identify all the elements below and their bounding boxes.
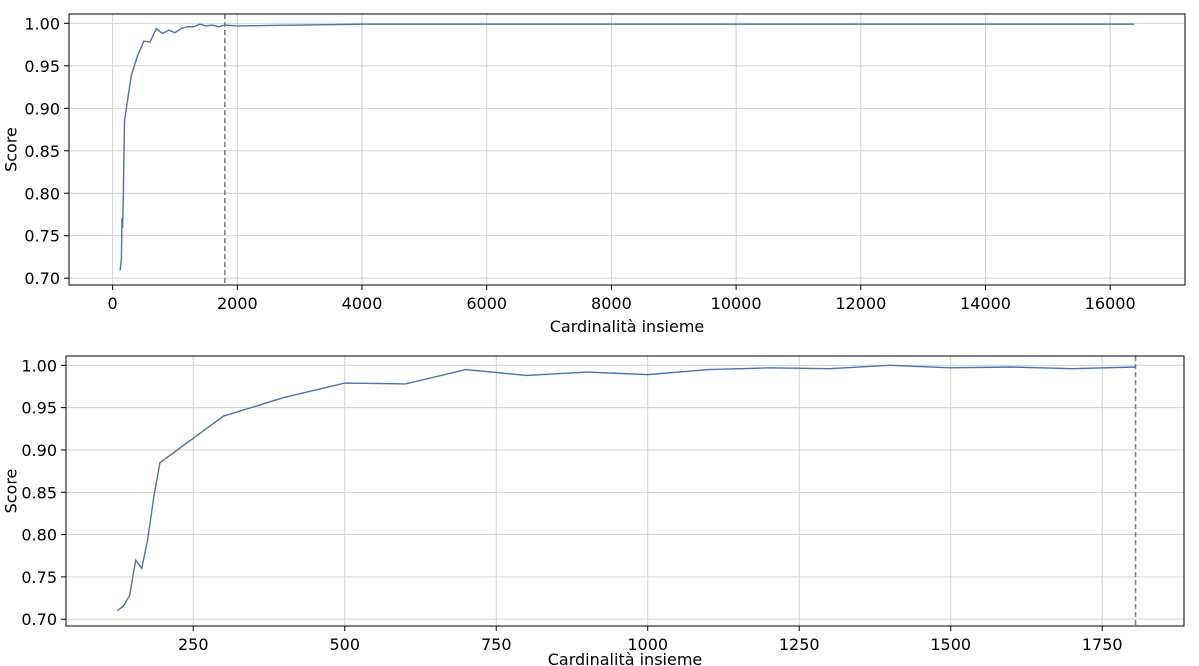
- y-tick-label: 0.85: [24, 142, 60, 161]
- y-tick-label: 0.70: [24, 269, 60, 288]
- x-tick-label: 250: [178, 635, 209, 654]
- y-tick-label: 0.95: [21, 399, 57, 418]
- x-axis-label: Cardinalità insieme: [550, 317, 705, 336]
- chart-top: 0 2000 4000 6000 8000 10000 12000 14000 16000 0.7…: [2, 13, 1186, 336]
- series-line-score: [119, 23, 1135, 271]
- plot-frame: [68, 13, 1186, 286]
- y-tick-label: 0.90: [21, 441, 57, 460]
- x-tick-label: 2000: [217, 294, 258, 313]
- x-tick-label: 0: [108, 294, 118, 313]
- y-tick-label: 0.80: [21, 526, 57, 545]
- series-line-score: [117, 364, 1136, 612]
- y-tick-label: 0.95: [24, 57, 60, 76]
- y-tick-label: 0.75: [24, 227, 60, 246]
- y-axis-label: Score: [2, 127, 21, 172]
- y-tick-label: 0.80: [24, 184, 60, 203]
- x-tick-label: 1000: [627, 635, 668, 654]
- x-tick-label: 750: [481, 635, 512, 654]
- y-tick-label: 1.00: [24, 14, 60, 33]
- x-tick-label: 6000: [466, 294, 507, 313]
- chart-bottom: 250 500 750 1000 1250 1500 1750 0.70 0.75 0.80 0.8…: [2, 355, 1185, 666]
- x-tick-label: 10000: [711, 294, 762, 313]
- x-tick-label: 8000: [591, 294, 632, 313]
- plot-frame: [65, 355, 1185, 627]
- y-tick-label: 0.90: [24, 99, 60, 118]
- y-tick-label: 0.75: [21, 568, 57, 587]
- y-tick-label: 1.00: [21, 356, 57, 375]
- y-axis-label: Score: [2, 469, 21, 514]
- x-tick-label: 1750: [1082, 635, 1123, 654]
- x-tick-label: 500: [329, 635, 360, 654]
- y-tick-label: 0.85: [21, 483, 57, 502]
- y-tick-label: 0.70: [21, 610, 57, 629]
- x-tick-label: 14000: [960, 294, 1011, 313]
- x-tick-label: 1500: [930, 635, 971, 654]
- x-tick-label: 4000: [342, 294, 383, 313]
- x-tick-label: 16000: [1085, 294, 1136, 313]
- x-tick-label: 12000: [835, 294, 886, 313]
- x-tick-label: 1250: [779, 635, 820, 654]
- x-axis-label: Cardinalità insieme: [548, 650, 703, 666]
